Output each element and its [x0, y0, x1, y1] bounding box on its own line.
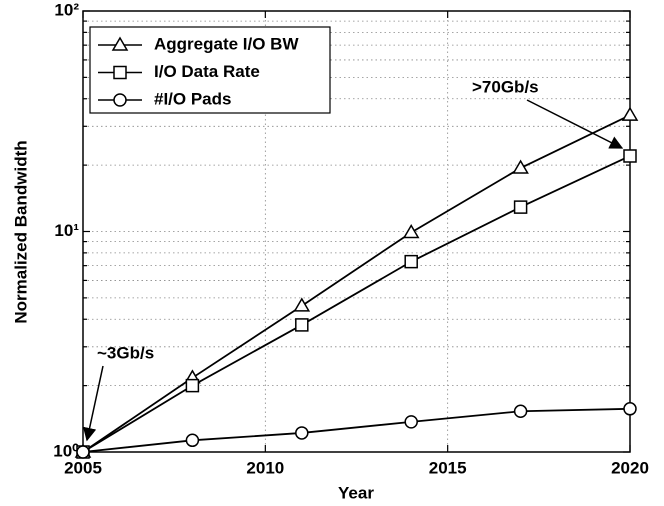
y-tick-label: 10¹ [54, 221, 79, 240]
marker [404, 415, 418, 429]
marker [623, 149, 637, 163]
y-tick-label: 10² [54, 0, 79, 19]
marker [185, 378, 200, 393]
x-axis-label: Year [338, 483, 374, 502]
legend-marker [113, 93, 127, 107]
marker [404, 254, 418, 269]
marker [185, 433, 200, 448]
legend-label: I/O Data Rate [154, 62, 260, 81]
marker [513, 404, 528, 419]
marker [402, 223, 420, 239]
marker [621, 106, 639, 121]
annotation-arrow [82, 365, 104, 442]
legend-label: #I/O Pads [154, 89, 231, 108]
marker [623, 402, 637, 416]
marker [295, 318, 309, 332]
y-tick-label: 10⁰ [53, 441, 79, 460]
annotation-arrow [526, 99, 624, 149]
legend-marker [113, 65, 127, 80]
legend-marker [111, 36, 129, 51]
series-line [82, 155, 631, 453]
marker [293, 297, 311, 312]
marker [295, 426, 309, 440]
marker [512, 159, 529, 174]
series-line [82, 407, 631, 453]
marker [513, 200, 528, 214]
x-tick-label: 2015 [429, 458, 467, 477]
annotation: >70Gb/s [472, 77, 539, 96]
legend-box [89, 26, 331, 114]
x-tick-label: 2010 [246, 458, 284, 477]
y-axis-label: Normalized Bandwidth [11, 140, 30, 323]
marker [76, 445, 90, 459]
legend-label: Aggregate I/O BW [154, 34, 299, 53]
annotation: ~3Gb/s [97, 343, 154, 362]
x-tick-label: 2020 [611, 458, 649, 477]
x-tick-label: 2005 [64, 458, 102, 477]
series-line [82, 114, 631, 453]
